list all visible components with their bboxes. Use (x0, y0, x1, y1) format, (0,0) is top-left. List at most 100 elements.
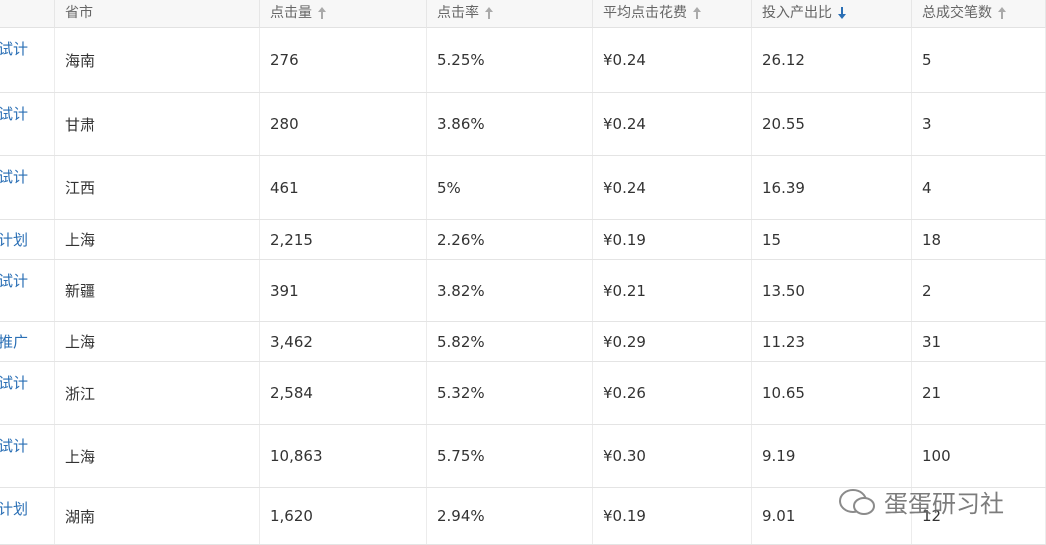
table-cell: ¥0.26 (593, 362, 752, 424)
table-cell: 31 (912, 322, 1046, 361)
header-cell (0, 0, 55, 28)
cell-text: ¥0.29 (603, 332, 646, 351)
plan-link[interactable]: 计划 (0, 231, 29, 249)
cell-text: ¥0.24 (603, 51, 646, 69)
cell-text: 26.12 (762, 51, 805, 69)
table-cell: ¥0.19 (593, 220, 752, 259)
plan-cell: 计划 (0, 220, 55, 259)
cell-text: 13.50 (762, 281, 805, 300)
cell-text: 31 (922, 332, 942, 351)
cell-text: 10.65 (762, 384, 805, 402)
cell-text: 3.86% (437, 115, 485, 133)
table-cell: 新疆 (55, 260, 260, 321)
cell-text: 2,215 (270, 230, 313, 249)
cell-text: 10,863 (270, 447, 323, 465)
table-cell: 10,863 (260, 425, 427, 487)
table-cell: 上海 (55, 322, 260, 361)
table-cell: 上海 (55, 425, 260, 487)
cell-text: 18 (922, 230, 942, 249)
table-row: 试计浙江 2,584 5.32% ¥0.26 10.65 21 (0, 362, 1046, 425)
cell-text: 5.32% (437, 384, 485, 402)
table-cell: 2.94% (427, 488, 593, 544)
table-cell: ¥0.19 (593, 488, 752, 544)
plan-cell: 推广 (0, 322, 55, 361)
sort-arrow[interactable] (484, 6, 494, 20)
header-cell[interactable]: 省市 (55, 0, 260, 28)
cell-text: 甘肃 (65, 115, 96, 134)
cell-text: 5.75% (437, 447, 485, 465)
table-row: 试计 新疆 391 3.82% ¥0.21 13.50 2 (0, 260, 1046, 322)
cell-text: 9.01 (762, 507, 796, 525)
cell-text: 2 (922, 281, 932, 300)
table-cell: 5.75% (427, 425, 593, 487)
cell-text: ¥0.19 (603, 507, 646, 525)
cell-text: 5 (922, 51, 932, 69)
sort-arrow[interactable] (837, 6, 847, 20)
plan-link[interactable]: 试计 (0, 168, 29, 186)
plan-link[interactable]: 计划 (0, 500, 29, 518)
table-cell: 280 (260, 93, 427, 155)
sort-arrow[interactable] (692, 6, 702, 20)
table-cell: 2 (912, 260, 1046, 321)
table-cell: 10.65 (752, 362, 912, 424)
cell-text: 5.82% (437, 332, 485, 351)
cell-text: 21 (922, 384, 942, 402)
cell-text: 湖南 (65, 507, 96, 526)
table-cell: ¥0.24 (593, 156, 752, 219)
cell-text: ¥0.24 (603, 178, 646, 197)
cell-text: 100 (922, 447, 951, 465)
plan-link[interactable]: 试计 (0, 272, 29, 290)
cell-text: 浙江 (65, 384, 96, 403)
plan-cell: 试计 (0, 362, 55, 424)
header-cell[interactable]: 点击量 (260, 0, 427, 28)
table-cell: 3,462 (260, 322, 427, 361)
table-row: 试计甘肃 280 3.86% ¥0.24 20.55 3 (0, 93, 1046, 156)
cell-text: 2.94% (437, 507, 485, 525)
table-cell: 20.55 (752, 93, 912, 155)
watermark: 蛋蛋研习社 (838, 484, 1004, 519)
table-cell: 1,620 (260, 488, 427, 544)
table-cell: 5.82% (427, 322, 593, 361)
cell-text: 3,462 (270, 332, 313, 351)
table-cell: ¥0.30 (593, 425, 752, 487)
header-cell[interactable]: 点击率 (427, 0, 593, 28)
cell-text: 3.82% (437, 281, 485, 300)
table-cell: 浙江 (55, 362, 260, 424)
plan-link[interactable]: 试计 (0, 374, 29, 392)
cell-text: 海南 (65, 51, 96, 70)
table-cell: 15 (752, 220, 912, 259)
table-cell: 9.19 (752, 425, 912, 487)
sort-arrow[interactable] (997, 6, 1007, 20)
cell-text: ¥0.24 (603, 115, 646, 133)
plan-link[interactable]: 试计 (0, 437, 29, 455)
table-cell: 18 (912, 220, 1046, 259)
plan-link[interactable]: 试计 (0, 105, 29, 123)
cell-text: 上海 (65, 231, 96, 249)
cell-text: ¥0.30 (603, 447, 646, 465)
table-cell: 2,584 (260, 362, 427, 424)
header-cell[interactable]: 投入产出比 (752, 0, 912, 28)
plan-link[interactable]: 试计 (0, 40, 29, 58)
cell-text: 11.23 (762, 332, 805, 351)
plan-cell: 试计 (0, 156, 55, 219)
table-row: 推广 上海 3,462 5.82% ¥0.29 11.23 31 (0, 322, 1046, 362)
plan-link[interactable]: 推广 (0, 333, 29, 351)
cell-text: 276 (270, 51, 299, 69)
cell-text: ¥0.26 (603, 384, 646, 402)
table-cell: ¥0.24 (593, 93, 752, 155)
table-cell: 上海 (55, 220, 260, 259)
header-cell[interactable]: 平均点击花费 (593, 0, 752, 28)
cell-text: 391 (270, 281, 299, 300)
header-cell[interactable]: 总成交笔数 (912, 0, 1046, 28)
plan-cell: 试计 (0, 425, 55, 487)
table-row: 计划 上海 2,215 2.26% ¥0.19 15 18 (0, 220, 1046, 260)
sort-arrow[interactable] (317, 6, 327, 20)
cell-text: 20.55 (762, 115, 805, 133)
table-cell: 3 (912, 93, 1046, 155)
table-cell: 5 (912, 28, 1046, 92)
header-label: 点击率 (437, 5, 479, 21)
table-cell: 11.23 (752, 322, 912, 361)
plan-cell: 试计 (0, 93, 55, 155)
table-cell: 4 (912, 156, 1046, 219)
table-cell: 16.39 (752, 156, 912, 219)
